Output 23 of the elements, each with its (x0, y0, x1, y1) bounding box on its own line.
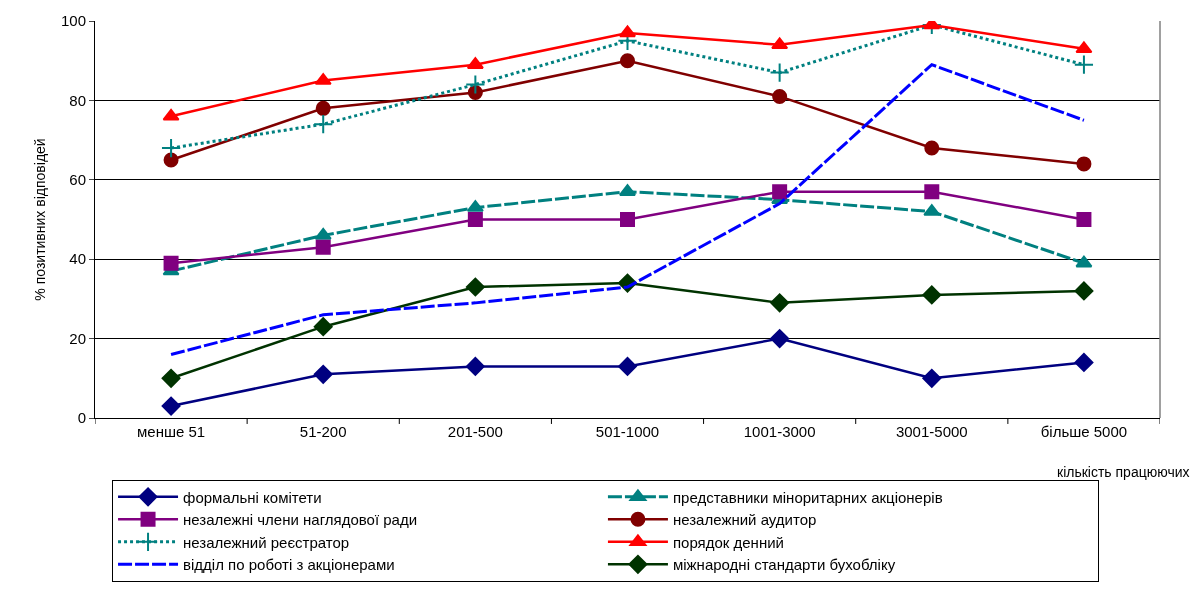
x-tick-label: більше 5000 (1040, 423, 1128, 440)
y-tick-label: 80 (69, 91, 86, 109)
x-tick-label: 201-500 (447, 423, 503, 440)
y-tick-label: 0 (77, 409, 86, 427)
x-tick-label: 1001-3000 (743, 423, 816, 440)
legend-label: міжнародні стандарти бухобліку (672, 556, 896, 574)
legend-label: представники міноритарних акціонерів (672, 488, 943, 506)
legend-label: формальні комітети (183, 488, 322, 506)
legend-label: незалежний аудитор (672, 511, 817, 529)
y-axis-title: % позитивних відповідей (31, 138, 48, 301)
y-tick-label: 60 (69, 171, 86, 189)
x-axis-title: кількість працюючих (1057, 464, 1190, 480)
legend-label: відділ по роботі з акціонерами (183, 556, 395, 574)
x-tick-label: менше 51 (136, 423, 206, 440)
x-tick-label: 51-200 (299, 423, 347, 440)
legend-label: незалежні члени наглядової ради (183, 511, 418, 529)
legend-label: незалежний реєстратор (183, 533, 350, 551)
x-tick-label: 3001-5000 (895, 423, 968, 440)
y-tick-label: 100 (60, 12, 86, 30)
y-tick-label: 40 (69, 250, 86, 268)
y-tick-label: 20 (69, 329, 86, 347)
legend-label: порядок денний (672, 533, 784, 551)
x-tick-label: 501-1000 (595, 423, 660, 440)
